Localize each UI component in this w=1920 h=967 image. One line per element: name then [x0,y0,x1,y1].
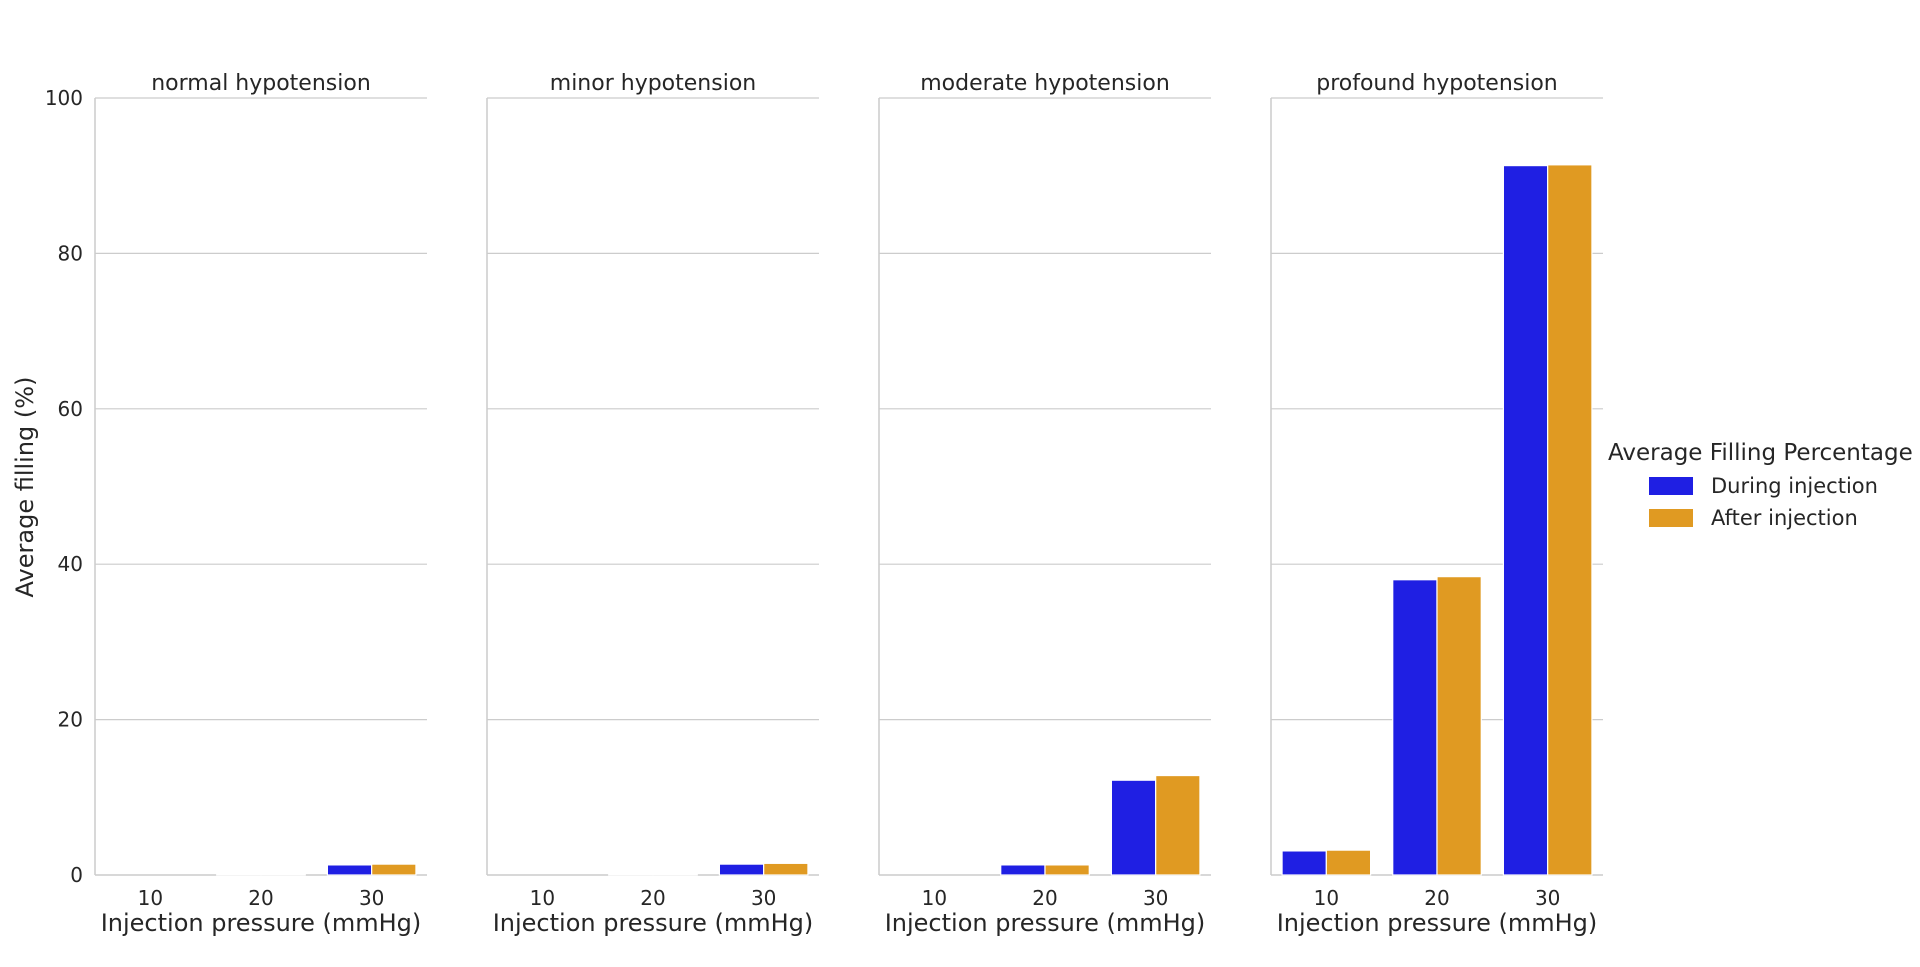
x-tick-label: 30 [751,886,776,910]
bar [216,873,262,876]
bar [1155,774,1201,876]
y-tick-label: 0 [70,863,83,887]
x-tick-label: 20 [640,886,665,910]
x-tick-label: 10 [138,886,163,910]
y-tick-label: 40 [58,552,83,576]
bar [1000,864,1046,876]
bar [260,873,306,876]
x-tick-label: 30 [359,886,384,910]
bar [326,864,373,876]
panel-title: moderate hypotension [920,71,1170,96]
legend-swatch [1649,509,1693,527]
panel-title: profound hypotension [1316,71,1558,96]
legend-label: After injection [1711,506,1858,530]
legend-swatch [1649,477,1693,495]
bar [718,863,765,876]
x-tick-label: 20 [248,886,273,910]
x-tick-label: 30 [1535,886,1560,910]
x-tick-label: 10 [922,886,947,910]
bar [371,863,417,876]
bar [1392,579,1438,876]
y-tick-label: 80 [58,241,83,265]
x-tick-label: 30 [1143,886,1168,910]
y-tick-label: 100 [45,86,83,110]
panel-title: normal hypotension [151,71,371,96]
panel-title: minor hypotension [550,71,756,96]
bar [1325,849,1372,876]
y-tick-label: 60 [58,397,83,421]
x-axis-label: Injection pressure (mmHg) [101,909,422,937]
x-tick-label: 10 [1314,886,1339,910]
bar [1547,164,1593,876]
bar [1436,576,1482,876]
legend-label: During injection [1711,474,1878,498]
bar [763,862,809,876]
bar [652,873,698,876]
bar [608,873,654,876]
x-tick-label: 10 [530,886,555,910]
bar [1044,864,1090,876]
x-tick-label: 20 [1424,886,1449,910]
legend-title: Average Filling Percentage [1608,440,1913,466]
x-tick-label: 20 [1032,886,1057,910]
x-axis-label: Injection pressure (mmHg) [885,909,1206,937]
y-axis-label: Average filling (%) [11,377,39,598]
bar [1281,850,1327,876]
x-axis-label: Injection pressure (mmHg) [493,909,814,937]
bar [1502,164,1549,876]
bar [1110,779,1157,876]
x-axis-label: Injection pressure (mmHg) [1277,909,1598,937]
legend: Average Filling Percentage During injecti… [1608,440,1913,530]
y-tick-label: 20 [58,708,83,732]
